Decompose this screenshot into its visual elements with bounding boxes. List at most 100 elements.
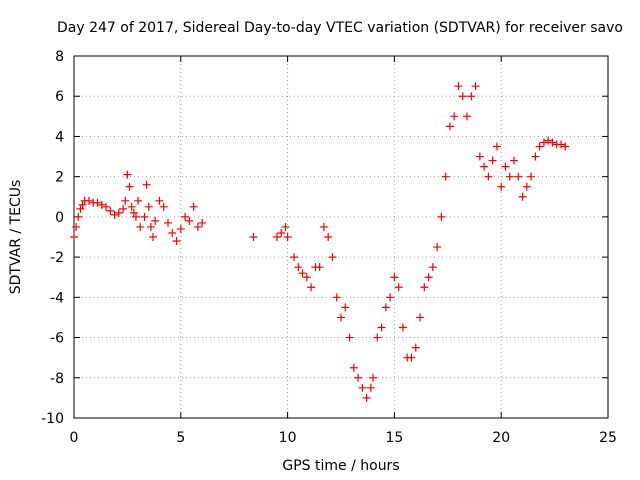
data-point — [298, 269, 307, 278]
y-tick-label: -8 — [50, 371, 64, 387]
x-axis-label: GPS time / hours — [282, 458, 399, 474]
data-point — [345, 333, 354, 342]
data-point — [319, 222, 328, 231]
y-tick-label: 4 — [55, 129, 64, 145]
data-points — [70, 82, 570, 402]
data-point — [142, 180, 151, 189]
data-point — [72, 222, 81, 231]
y-tick-label: 2 — [55, 170, 64, 186]
data-point — [471, 82, 480, 91]
y-tick-label: -2 — [50, 250, 64, 266]
data-point — [176, 224, 185, 233]
x-tick-label: 5 — [176, 430, 185, 446]
data-point — [140, 212, 149, 221]
y-tick-label: -6 — [50, 331, 64, 347]
data-point — [445, 122, 454, 131]
data-point — [93, 198, 102, 207]
data-point — [281, 222, 290, 231]
data-point — [386, 293, 395, 302]
data-point — [155, 196, 164, 205]
data-point — [110, 210, 119, 219]
data-point — [463, 112, 472, 121]
data-point — [377, 323, 386, 332]
data-point — [328, 253, 337, 262]
data-point — [163, 218, 172, 227]
data-point — [144, 202, 153, 211]
data-point — [437, 212, 446, 221]
data-point — [302, 273, 311, 282]
data-point — [480, 162, 489, 171]
data-point — [123, 170, 132, 179]
x-tick-label: 0 — [70, 430, 79, 446]
data-point — [505, 172, 514, 181]
data-point — [424, 273, 433, 282]
data-point — [411, 343, 420, 352]
data-point — [337, 313, 345, 322]
data-point — [149, 233, 158, 241]
data-point — [324, 233, 333, 241]
data-point — [249, 233, 258, 241]
data-point — [557, 140, 566, 149]
data-point — [441, 172, 450, 181]
data-point — [420, 283, 429, 292]
data-point — [181, 212, 190, 221]
data-point — [561, 142, 570, 151]
y-tick-label: 8 — [55, 49, 64, 65]
data-point — [358, 383, 367, 392]
data-point — [198, 218, 207, 227]
data-point — [277, 228, 286, 237]
data-point — [433, 243, 442, 252]
data-point — [332, 293, 341, 302]
data-point — [193, 222, 202, 231]
data-point — [134, 196, 143, 205]
data-point — [488, 156, 497, 165]
data-point — [272, 233, 281, 241]
data-point — [428, 263, 437, 272]
data-point — [315, 263, 324, 272]
data-point — [106, 206, 115, 215]
x-tick-label: 10 — [279, 430, 297, 446]
data-point — [283, 233, 292, 241]
data-point — [74, 212, 83, 221]
tick-labels: 0 5 10 15 20 25 -10 -8 -6 -4 -2 0 2 4 6 8 — [41, 49, 617, 446]
y-tick-label: -10 — [41, 411, 64, 427]
data-point — [354, 373, 363, 382]
x-tick-label: 25 — [599, 430, 617, 446]
data-point — [294, 263, 303, 272]
data-point — [76, 204, 85, 213]
data-point — [369, 373, 378, 382]
data-point — [454, 82, 463, 91]
y-tick-label: -4 — [50, 290, 64, 306]
data-point — [189, 202, 198, 211]
data-point — [548, 138, 557, 147]
data-point — [398, 323, 407, 332]
data-point — [458, 92, 467, 101]
data-point — [450, 112, 459, 121]
data-point — [475, 152, 484, 161]
data-point — [129, 208, 138, 217]
data-point — [531, 152, 540, 161]
data-point — [125, 182, 134, 191]
data-point — [394, 283, 403, 292]
x-tick-label: 15 — [385, 430, 403, 446]
data-point — [290, 253, 299, 262]
data-point — [307, 283, 316, 292]
data-point — [146, 222, 155, 231]
data-point — [70, 233, 78, 241]
data-point — [416, 313, 425, 322]
data-point — [390, 273, 399, 282]
data-point — [497, 182, 506, 191]
data-point — [349, 363, 358, 372]
data-point — [514, 172, 523, 181]
data-point — [373, 333, 382, 342]
data-point — [522, 182, 531, 191]
data-point — [362, 393, 371, 402]
data-point — [492, 142, 501, 151]
data-point — [119, 204, 128, 213]
data-point — [102, 202, 111, 211]
y-tick-label: 6 — [55, 89, 64, 105]
data-point — [510, 156, 519, 165]
chart-title: Day 247 of 2017, Sidereal Day-to-day VTE… — [57, 20, 623, 36]
data-point — [366, 383, 375, 392]
data-point — [121, 196, 130, 205]
